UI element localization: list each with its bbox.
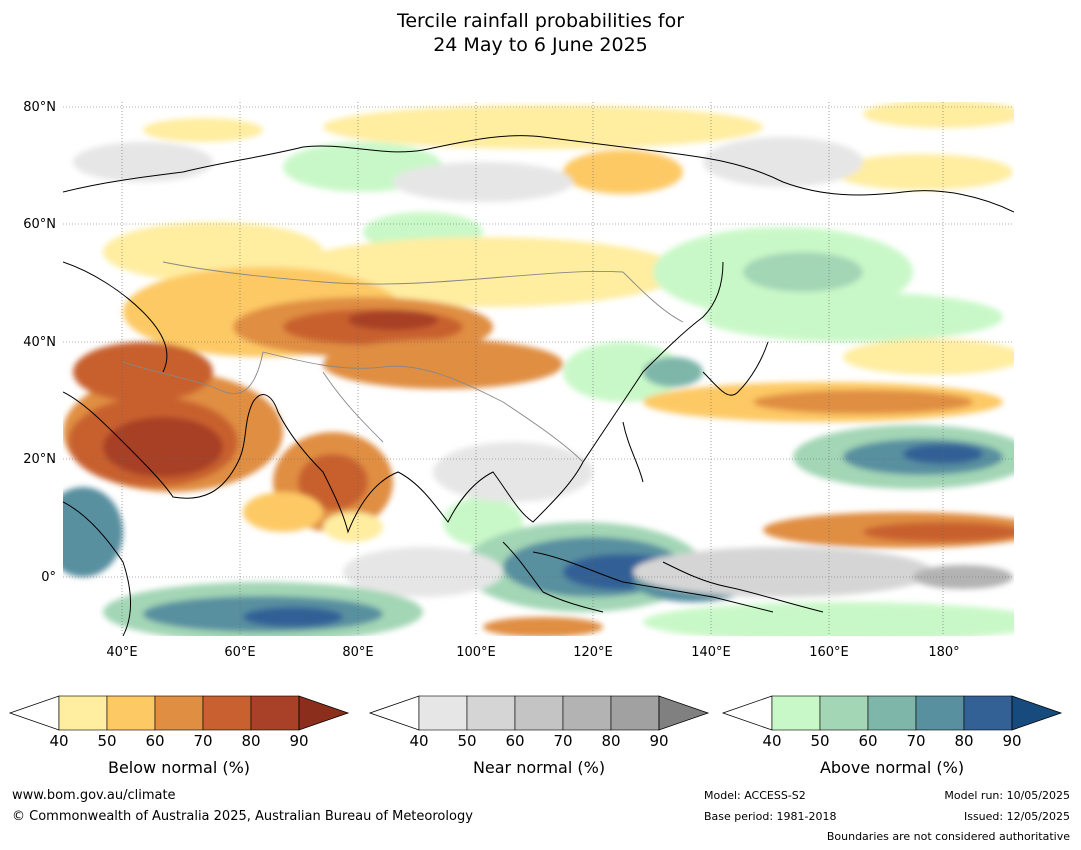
colorbar-segment <box>963 695 1013 731</box>
lon-label-120e: 120°E <box>573 645 613 660</box>
colorbar-below-ticks: 40 50 60 70 80 90 <box>10 732 348 750</box>
colorbar-segment <box>154 695 204 731</box>
colorbar-segment <box>466 695 516 731</box>
colorbar-above-normal: 40 50 60 70 80 90 Above normal (%) <box>721 695 1063 777</box>
lon-label-80e: 80°E <box>342 645 374 660</box>
colorbar-segment <box>514 695 564 731</box>
colorbar-above-ticks: 40 50 60 70 80 90 <box>723 732 1061 750</box>
colorbar-segment <box>819 695 869 731</box>
colorbar-left-arrow <box>8 695 60 731</box>
title-line-1: Tercile rainfall probabilities for <box>396 10 685 32</box>
colorbar-segment <box>418 695 468 731</box>
colorbar-segment <box>202 695 252 731</box>
colorbar-right-arrow <box>1011 695 1063 731</box>
colorbar-segment <box>250 695 300 731</box>
cbar-tick: 80 <box>241 732 261 750</box>
cbar-tick: 60 <box>505 732 525 750</box>
country-boundaries <box>122 261 684 463</box>
probability-shading <box>63 102 1014 636</box>
lon-label-60e: 60°E <box>224 645 256 660</box>
cbar-tick: 90 <box>289 732 309 750</box>
colorbar-segment <box>562 695 612 731</box>
lon-label-40e: 40°E <box>106 645 138 660</box>
cbar-tick: 50 <box>457 732 477 750</box>
colorbar-near-title: Near normal (%) <box>472 758 606 777</box>
colorbar-segment <box>915 695 965 731</box>
lon-label-100e: 100°E <box>456 645 496 660</box>
colorbar-above-svg <box>721 695 1063 731</box>
website-link[interactable]: www.bom.gov.au/climate <box>12 788 176 803</box>
lon-label-140e: 140°E <box>691 645 731 660</box>
map-title: Tercile rainfall probabilities for 24 Ma… <box>0 9 1081 57</box>
rainfall-probability-map <box>63 102 1014 636</box>
colorbar-near-normal: 40 50 60 70 80 90 Near normal (%) <box>368 695 710 777</box>
lat-label-80n: 80°N <box>23 100 56 115</box>
lat-label-0: 0° <box>41 570 56 585</box>
cbar-tick: 60 <box>145 732 165 750</box>
colorbar-segment <box>58 695 108 731</box>
colorbar-near-svg <box>368 695 710 731</box>
lon-label-160e: 160°E <box>809 645 849 660</box>
model-run-text: Model run: 10/05/2025 <box>944 789 1070 802</box>
colorbar-segment <box>610 695 660 731</box>
coastlines <box>63 135 1014 636</box>
cbar-tick: 90 <box>649 732 669 750</box>
cbar-tick: 40 <box>409 732 429 750</box>
cbar-tick: 70 <box>553 732 573 750</box>
lat-label-20n: 20°N <box>23 452 56 467</box>
colorbar-below-normal: 40 50 60 70 80 90 Below normal (%) <box>8 695 350 777</box>
lon-label-180: 180° <box>928 645 960 660</box>
colorbar-above-title: Above normal (%) <box>819 758 965 777</box>
cbar-tick: 70 <box>906 732 926 750</box>
cbar-tick: 80 <box>954 732 974 750</box>
colorbar-right-arrow <box>298 695 350 731</box>
copyright-text: © Commonwealth of Australia 2025, Austra… <box>12 809 473 824</box>
colorbar-left-arrow <box>721 695 773 731</box>
cbar-tick: 50 <box>810 732 830 750</box>
colorbar-left-arrow <box>368 695 420 731</box>
colorbar-below-svg <box>8 695 350 731</box>
cbar-tick: 80 <box>601 732 621 750</box>
title-line-2: 24 May to 6 June 2025 <box>433 34 648 56</box>
issued-text: Issued: 12/05/2025 <box>963 810 1070 823</box>
colorbar-near-ticks: 40 50 60 70 80 90 <box>370 732 708 750</box>
lat-label-60n: 60°N <box>23 217 56 232</box>
colorbar-segment <box>106 695 156 731</box>
cbar-tick: 40 <box>49 732 69 750</box>
colorbar-right-arrow <box>658 695 710 731</box>
cbar-tick: 40 <box>762 732 782 750</box>
cbar-tick: 50 <box>97 732 117 750</box>
cbar-tick: 70 <box>193 732 213 750</box>
base-period-text: Base period: 1981-2018 <box>704 810 837 823</box>
model-text: Model: ACCESS-S2 <box>704 789 806 802</box>
colorbar-segment <box>867 695 917 731</box>
map-svg <box>63 102 1014 636</box>
colorbar-below-title: Below normal (%) <box>107 758 251 777</box>
colorbar-segment <box>771 695 821 731</box>
map-gridlines <box>63 102 1014 636</box>
cbar-tick: 60 <box>858 732 878 750</box>
lat-label-40n: 40°N <box>23 335 56 350</box>
disclaimer-text: Boundaries are not considered authoritat… <box>826 830 1070 843</box>
cbar-tick: 90 <box>1002 732 1022 750</box>
